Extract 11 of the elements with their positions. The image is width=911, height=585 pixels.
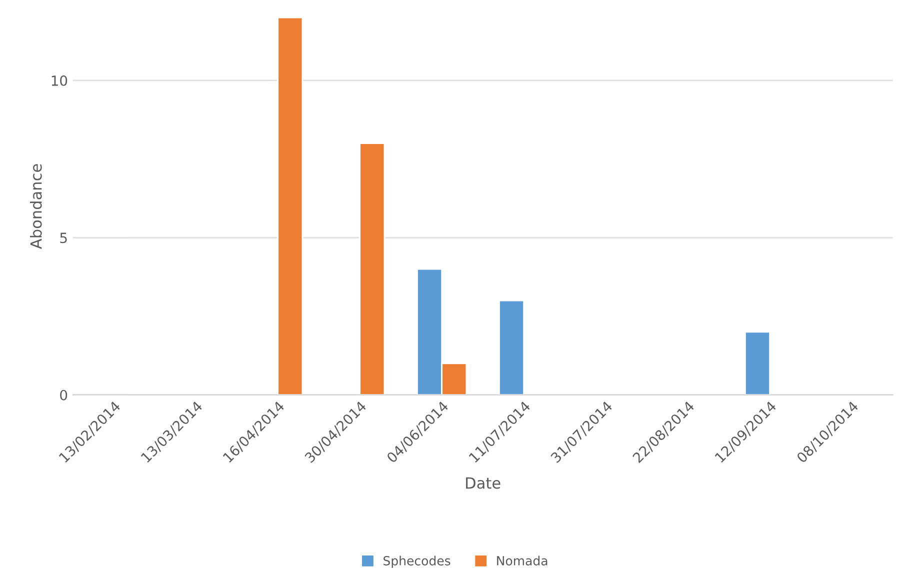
bar [359,142,386,395]
y-tick-label: 5 [60,232,67,244]
bar [277,18,304,395]
y-axis-title: Abondance [30,164,42,249]
bar [498,300,525,395]
y-tick-label: 10 [52,75,68,86]
bar [744,331,770,395]
legend-label: Sphecodes [384,556,450,568]
x-axis-title: Date [466,477,500,489]
y-tick-label: 0 [60,390,68,400]
legend-label: Nomada [497,556,548,566]
